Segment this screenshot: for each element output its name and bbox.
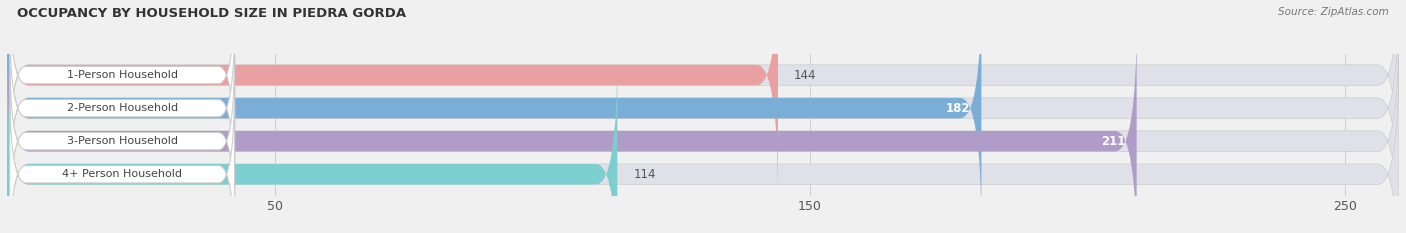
Text: 1-Person Household: 1-Person Household bbox=[66, 70, 177, 80]
Text: 182: 182 bbox=[946, 102, 970, 115]
FancyBboxPatch shape bbox=[7, 0, 778, 197]
FancyBboxPatch shape bbox=[7, 0, 1399, 230]
FancyBboxPatch shape bbox=[10, 18, 235, 199]
Text: 144: 144 bbox=[794, 69, 817, 82]
FancyBboxPatch shape bbox=[7, 52, 1399, 233]
FancyBboxPatch shape bbox=[7, 19, 1136, 233]
Text: OCCUPANCY BY HOUSEHOLD SIZE IN PIEDRA GORDA: OCCUPANCY BY HOUSEHOLD SIZE IN PIEDRA GO… bbox=[17, 7, 406, 20]
Text: 2-Person Household: 2-Person Household bbox=[66, 103, 177, 113]
Text: 211: 211 bbox=[1101, 135, 1126, 148]
Text: Source: ZipAtlas.com: Source: ZipAtlas.com bbox=[1278, 7, 1389, 17]
FancyBboxPatch shape bbox=[7, 0, 1399, 197]
Text: 3-Person Household: 3-Person Household bbox=[66, 136, 177, 146]
FancyBboxPatch shape bbox=[7, 19, 1399, 233]
FancyBboxPatch shape bbox=[7, 0, 981, 230]
FancyBboxPatch shape bbox=[10, 51, 235, 232]
Text: 4+ Person Household: 4+ Person Household bbox=[62, 169, 183, 179]
FancyBboxPatch shape bbox=[10, 84, 235, 233]
FancyBboxPatch shape bbox=[10, 0, 235, 165]
Text: 114: 114 bbox=[633, 168, 657, 181]
FancyBboxPatch shape bbox=[7, 52, 617, 233]
